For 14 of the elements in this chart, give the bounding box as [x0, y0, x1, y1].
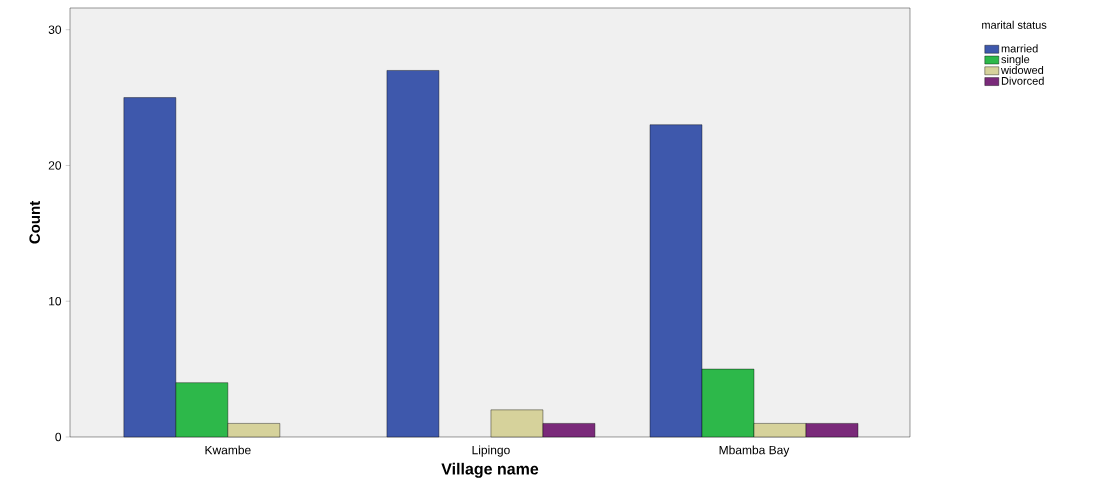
- y-axis-title: Count: [29, 201, 40, 244]
- x-tick-label: Kwambe: [205, 445, 251, 455]
- legend-label: widowed: [1000, 65, 1044, 74]
- legend-title: marital status: [982, 20, 1047, 29]
- y-tick-label: 0: [55, 432, 62, 442]
- legend-label: single: [1001, 55, 1030, 66]
- y-tick-label: 20: [48, 161, 62, 170]
- legend-label: married: [1001, 44, 1038, 53]
- x-axis-title: Village name: [441, 462, 539, 478]
- y-tick-label: 30: [48, 25, 62, 34]
- y-tick-label: 10: [49, 296, 62, 306]
- legend-label: Divorced: [1001, 76, 1044, 85]
- x-tick-label: Mbamba Bay: [719, 445, 790, 457]
- x-tick-label: Lipingo: [472, 445, 510, 457]
